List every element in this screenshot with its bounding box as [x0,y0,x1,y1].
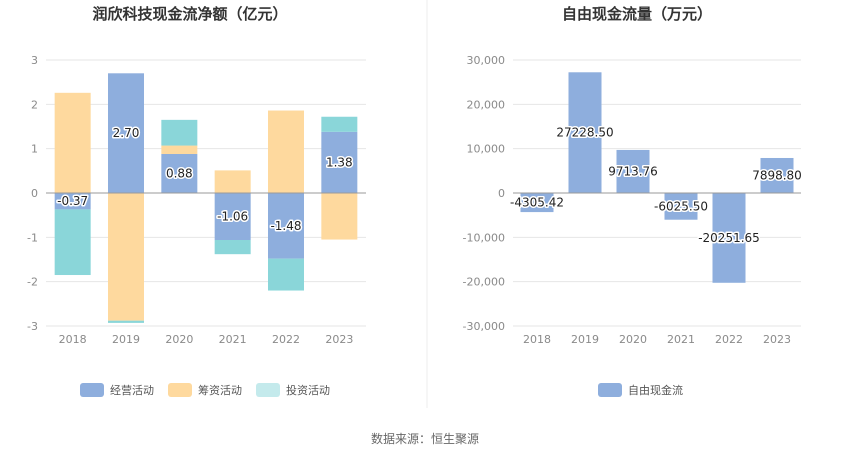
legend-label: 经营活动 [110,383,154,397]
bar-investing [268,258,304,291]
y-tick-label: 0 [31,187,38,200]
y-tick-label: -2 [27,276,38,289]
data-label: 2.70 [113,126,140,140]
bar-investing [161,119,198,146]
data-label: -20251.65 [698,231,760,245]
y-tick-label: 3 [31,54,38,67]
legend-swatch [80,383,104,397]
x-tick-label: 2023 [325,333,353,346]
data-label: 27228.50 [556,126,613,140]
bar-investing [54,209,91,276]
y-tick-label: 10,000 [467,143,506,156]
x-tick-label: 2020 [619,333,647,346]
bar-operating [108,73,144,193]
legend-swatch [168,383,192,397]
x-tick-label: 2018 [523,333,551,346]
data-label: -0.37 [57,194,88,208]
chart-title: 润欣科技现金流净额（亿元） [92,5,287,23]
y-tick-label: -1 [27,231,38,244]
bar-financing [214,170,251,193]
legend-label: 筹资活动 [198,383,242,397]
y-tick-label: 2 [31,98,38,111]
x-tick-label: 2019 [571,333,599,346]
y-tick-label: -10,000 [463,231,505,244]
y-tick-label: 1 [31,143,38,156]
bar-operating [214,193,251,240]
legend-label: 投资活动 [286,383,330,397]
bar-operating [161,153,198,193]
x-tick-label: 2022 [715,333,743,346]
bar-free-cash-flow [568,72,602,193]
x-tick-label: 2021 [667,333,695,346]
y-tick-label: 20,000 [467,98,506,111]
y-tick-label: 30,000 [467,54,506,67]
bar-operating [54,193,91,210]
x-tick-label: 2020 [165,333,193,346]
y-tick-label: -20,000 [463,276,505,289]
data-label: -1.48 [270,219,301,233]
x-tick-label: 2022 [272,333,300,346]
legend-swatch [256,383,280,397]
bar-investing [321,116,358,132]
bar-free-cash-flow [760,157,794,193]
bar-financing [268,110,304,193]
bar-free-cash-flow [664,193,698,220]
data-source: 数据来源：恒生聚源 [371,431,479,446]
bar-free-cash-flow [616,149,650,193]
bar-operating [321,131,358,193]
legend-swatch [598,383,622,397]
data-label: 0.88 [166,166,193,180]
data-label: -1.06 [217,209,248,223]
y-tick-label: -3 [27,320,38,333]
bar-operating [268,193,304,259]
data-label: -6025.50 [654,199,708,213]
bar-investing [214,239,251,255]
x-tick-label: 2023 [763,333,791,346]
data-label: -4305.42 [510,196,564,210]
bar-investing [108,320,144,323]
x-tick-label: 2021 [219,333,247,346]
y-tick-label: 0 [498,187,505,200]
data-label: 7898.80 [752,168,802,182]
chart-title: 自由现金流量（万元） [562,5,712,23]
bar-free-cash-flow [520,193,554,213]
bar-financing [54,92,91,193]
bar-free-cash-flow [712,193,746,283]
y-tick-label: -30,000 [463,320,505,333]
x-tick-label: 2018 [59,333,87,346]
legend-label: 自由现金流 [628,383,683,397]
bar-financing [321,193,358,240]
bar-financing [108,193,144,321]
data-label: 9713.76 [608,164,658,178]
data-label: 1.38 [326,155,353,169]
x-tick-label: 2019 [112,333,140,346]
bar-financing [161,145,198,154]
